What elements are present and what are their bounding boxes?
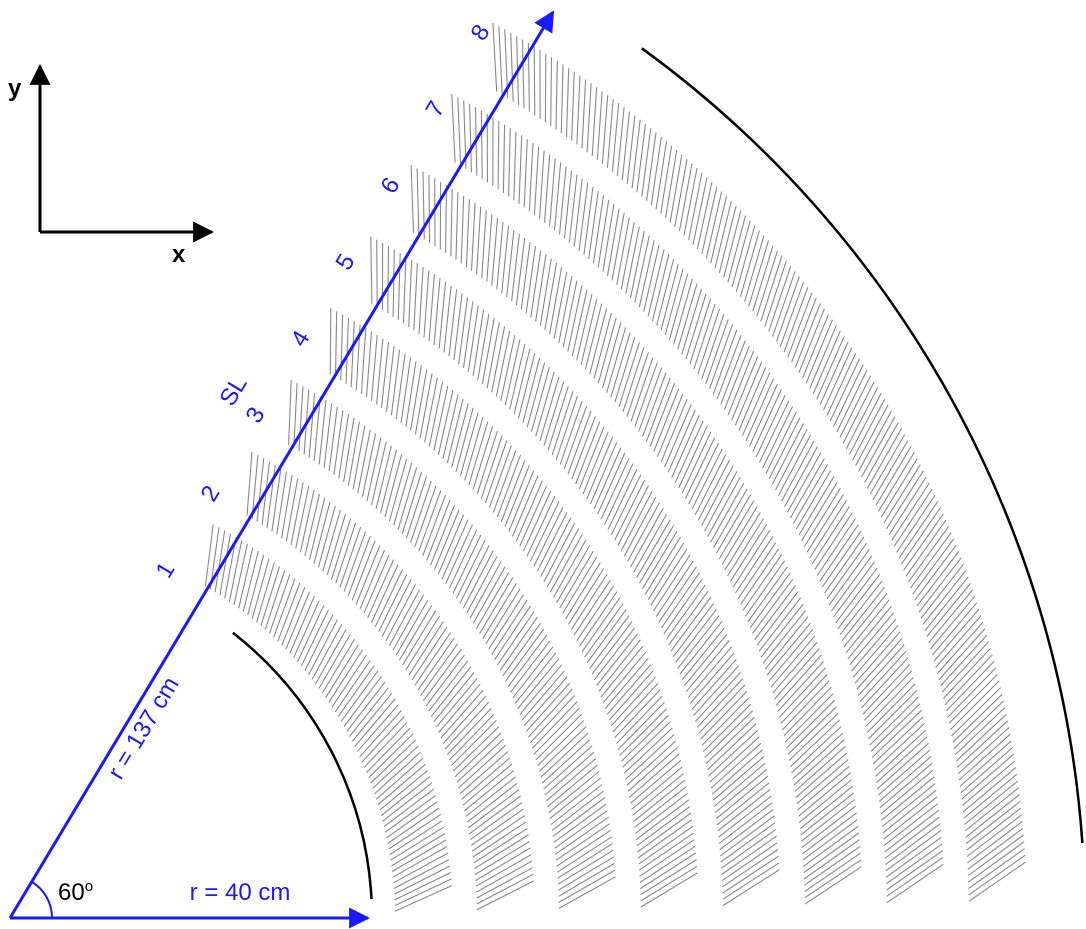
superlayer-number: 1	[151, 557, 181, 582]
angle-unit: o	[85, 878, 93, 895]
superlayer-number: 4	[286, 326, 316, 351]
y-axis-label: y	[8, 75, 22, 102]
angle-label: 60o	[58, 878, 93, 906]
outer-radius-label: r = 137 cm	[103, 672, 185, 784]
wire-layers	[205, 23, 1025, 911]
edge-arrow	[10, 12, 553, 918]
wire-layer	[330, 308, 697, 907]
inner-boundary	[233, 633, 372, 899]
superlayer-number: 2	[196, 481, 226, 506]
superlayer-number: 6	[376, 173, 406, 198]
inner-radius-label: r = 40 cm	[190, 879, 291, 906]
superlayer-number: 5	[331, 249, 361, 274]
angle-arc	[32, 882, 52, 918]
x-axis-label: x	[172, 241, 186, 268]
wire-layer	[205, 524, 451, 911]
diagram: y x 60o r = 40 cm r = 137 cm SL 12345678	[0, 0, 1086, 929]
superlayer-number: 3	[241, 402, 271, 427]
boundary-arcs	[233, 48, 1083, 899]
superlayer-number: 8	[466, 20, 496, 45]
superlayer-number: 7	[421, 96, 451, 121]
angle-value: 60	[58, 879, 85, 906]
